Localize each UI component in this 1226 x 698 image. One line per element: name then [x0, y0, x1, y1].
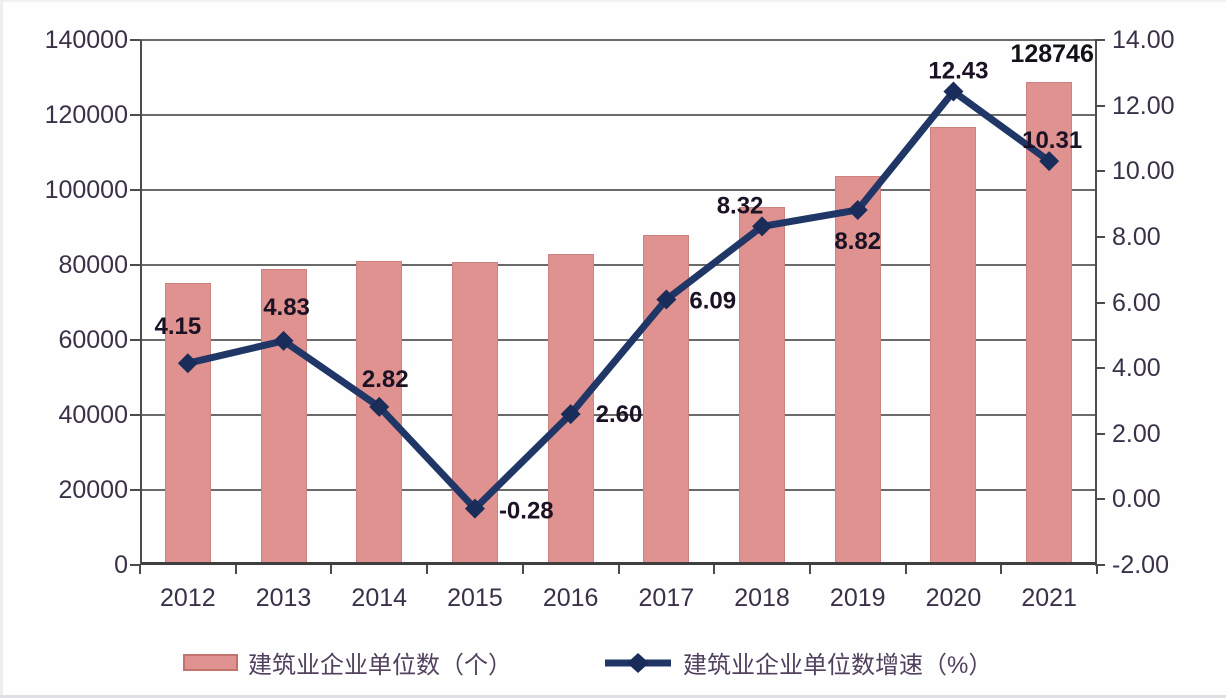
bar-series-label: 建筑业企业单位数（个） [248, 652, 512, 679]
x-axis-label: 2016 [542, 584, 599, 612]
y-axis-left-tick-label: 80000 [58, 251, 128, 279]
y-axis-right-tick [1095, 170, 1105, 173]
x-axis-label: 2017 [638, 584, 695, 612]
x-axis-label: 2012 [160, 584, 216, 612]
x-axis-tick [904, 565, 907, 574]
y-axis-right-tick [1095, 367, 1105, 370]
y-axis-right-tick [1095, 104, 1105, 107]
y-axis-right-tick [1095, 301, 1105, 304]
y-axis-right-tick [1095, 235, 1105, 238]
y-axis-right-tick [1095, 498, 1105, 501]
y-axis-left-tick [130, 114, 140, 116]
y-axis-left-tick-label: 60000 [58, 326, 128, 354]
y-axis-right-tick-label: 8.00 [1112, 222, 1161, 251]
y-axis-left-tick-label: 100000 [44, 176, 128, 204]
y-axis-left-tick-label: 120000 [44, 101, 128, 129]
x-axis-tick [139, 565, 141, 574]
gridline [140, 39, 1097, 41]
x-axis-tick [234, 565, 237, 574]
y-axis-left-tick [130, 189, 140, 191]
legend-item-bar-series: 建筑业企业单位数（个） [183, 645, 512, 680]
x-axis-tick [808, 565, 811, 574]
legend-item-line-series: 建筑业企业单位数增速（%） [603, 645, 992, 680]
x-axis-label: 2021 [1021, 584, 1077, 612]
y-axis-right-tick-label: 0.00 [1112, 485, 1161, 514]
x-axis-label: 2018 [734, 584, 790, 612]
x-axis-tick [521, 565, 524, 574]
x-axis-label: 2014 [351, 584, 408, 612]
y-axis-right-tick-label: 4.00 [1112, 354, 1161, 383]
y-axis-right-tick [1095, 39, 1105, 41]
line-series-label: 建筑业企业单位数增速（%） [683, 652, 993, 679]
y-axis-left-tick [130, 339, 140, 341]
y-axis-left-tick [130, 489, 140, 491]
x-axis-tick [1096, 565, 1098, 574]
x-axis-tick [426, 565, 429, 574]
y-axis-left-tick [130, 564, 140, 566]
line-series-marker-icon [605, 652, 671, 673]
y-axis-right-tick [1095, 564, 1105, 566]
x-axis-tick [330, 565, 333, 574]
y-axis-left-tick [130, 414, 140, 416]
x-axis-tick [713, 565, 716, 574]
x-axis-tick [617, 565, 620, 574]
x-axis-label: 2013 [255, 584, 312, 612]
y-axis-right-tick-label: 12.00 [1112, 91, 1175, 120]
bar-series-swatch [183, 654, 238, 671]
x-axis-label: 2020 [925, 584, 982, 612]
y-axis-left-tick-label: 0 [114, 551, 128, 579]
y-axis-left-tick [130, 39, 140, 41]
plot-area [140, 40, 1097, 565]
y-axis-right-tick-label: 10.00 [1112, 157, 1175, 186]
x-axis-label: 2015 [447, 584, 503, 612]
y-axis-left-tick-label: 20000 [58, 476, 128, 504]
y-axis-right-tick-label: 14.00 [1112, 26, 1175, 54]
y-axis-left-tick [130, 264, 140, 266]
y-axis-right-tick-label: -2.00 [1112, 551, 1169, 579]
y-axis-left-tick-label: 140000 [44, 26, 128, 54]
y-axis-right-tick-label: 6.00 [1112, 288, 1161, 317]
x-axis-label: 2019 [829, 584, 886, 612]
y-axis-right-tick [1095, 432, 1105, 435]
y-axis-right-tick-label: 2.00 [1112, 419, 1161, 448]
y-axis-left-tick-label: 40000 [58, 401, 128, 429]
x-axis-tick [1000, 565, 1003, 574]
